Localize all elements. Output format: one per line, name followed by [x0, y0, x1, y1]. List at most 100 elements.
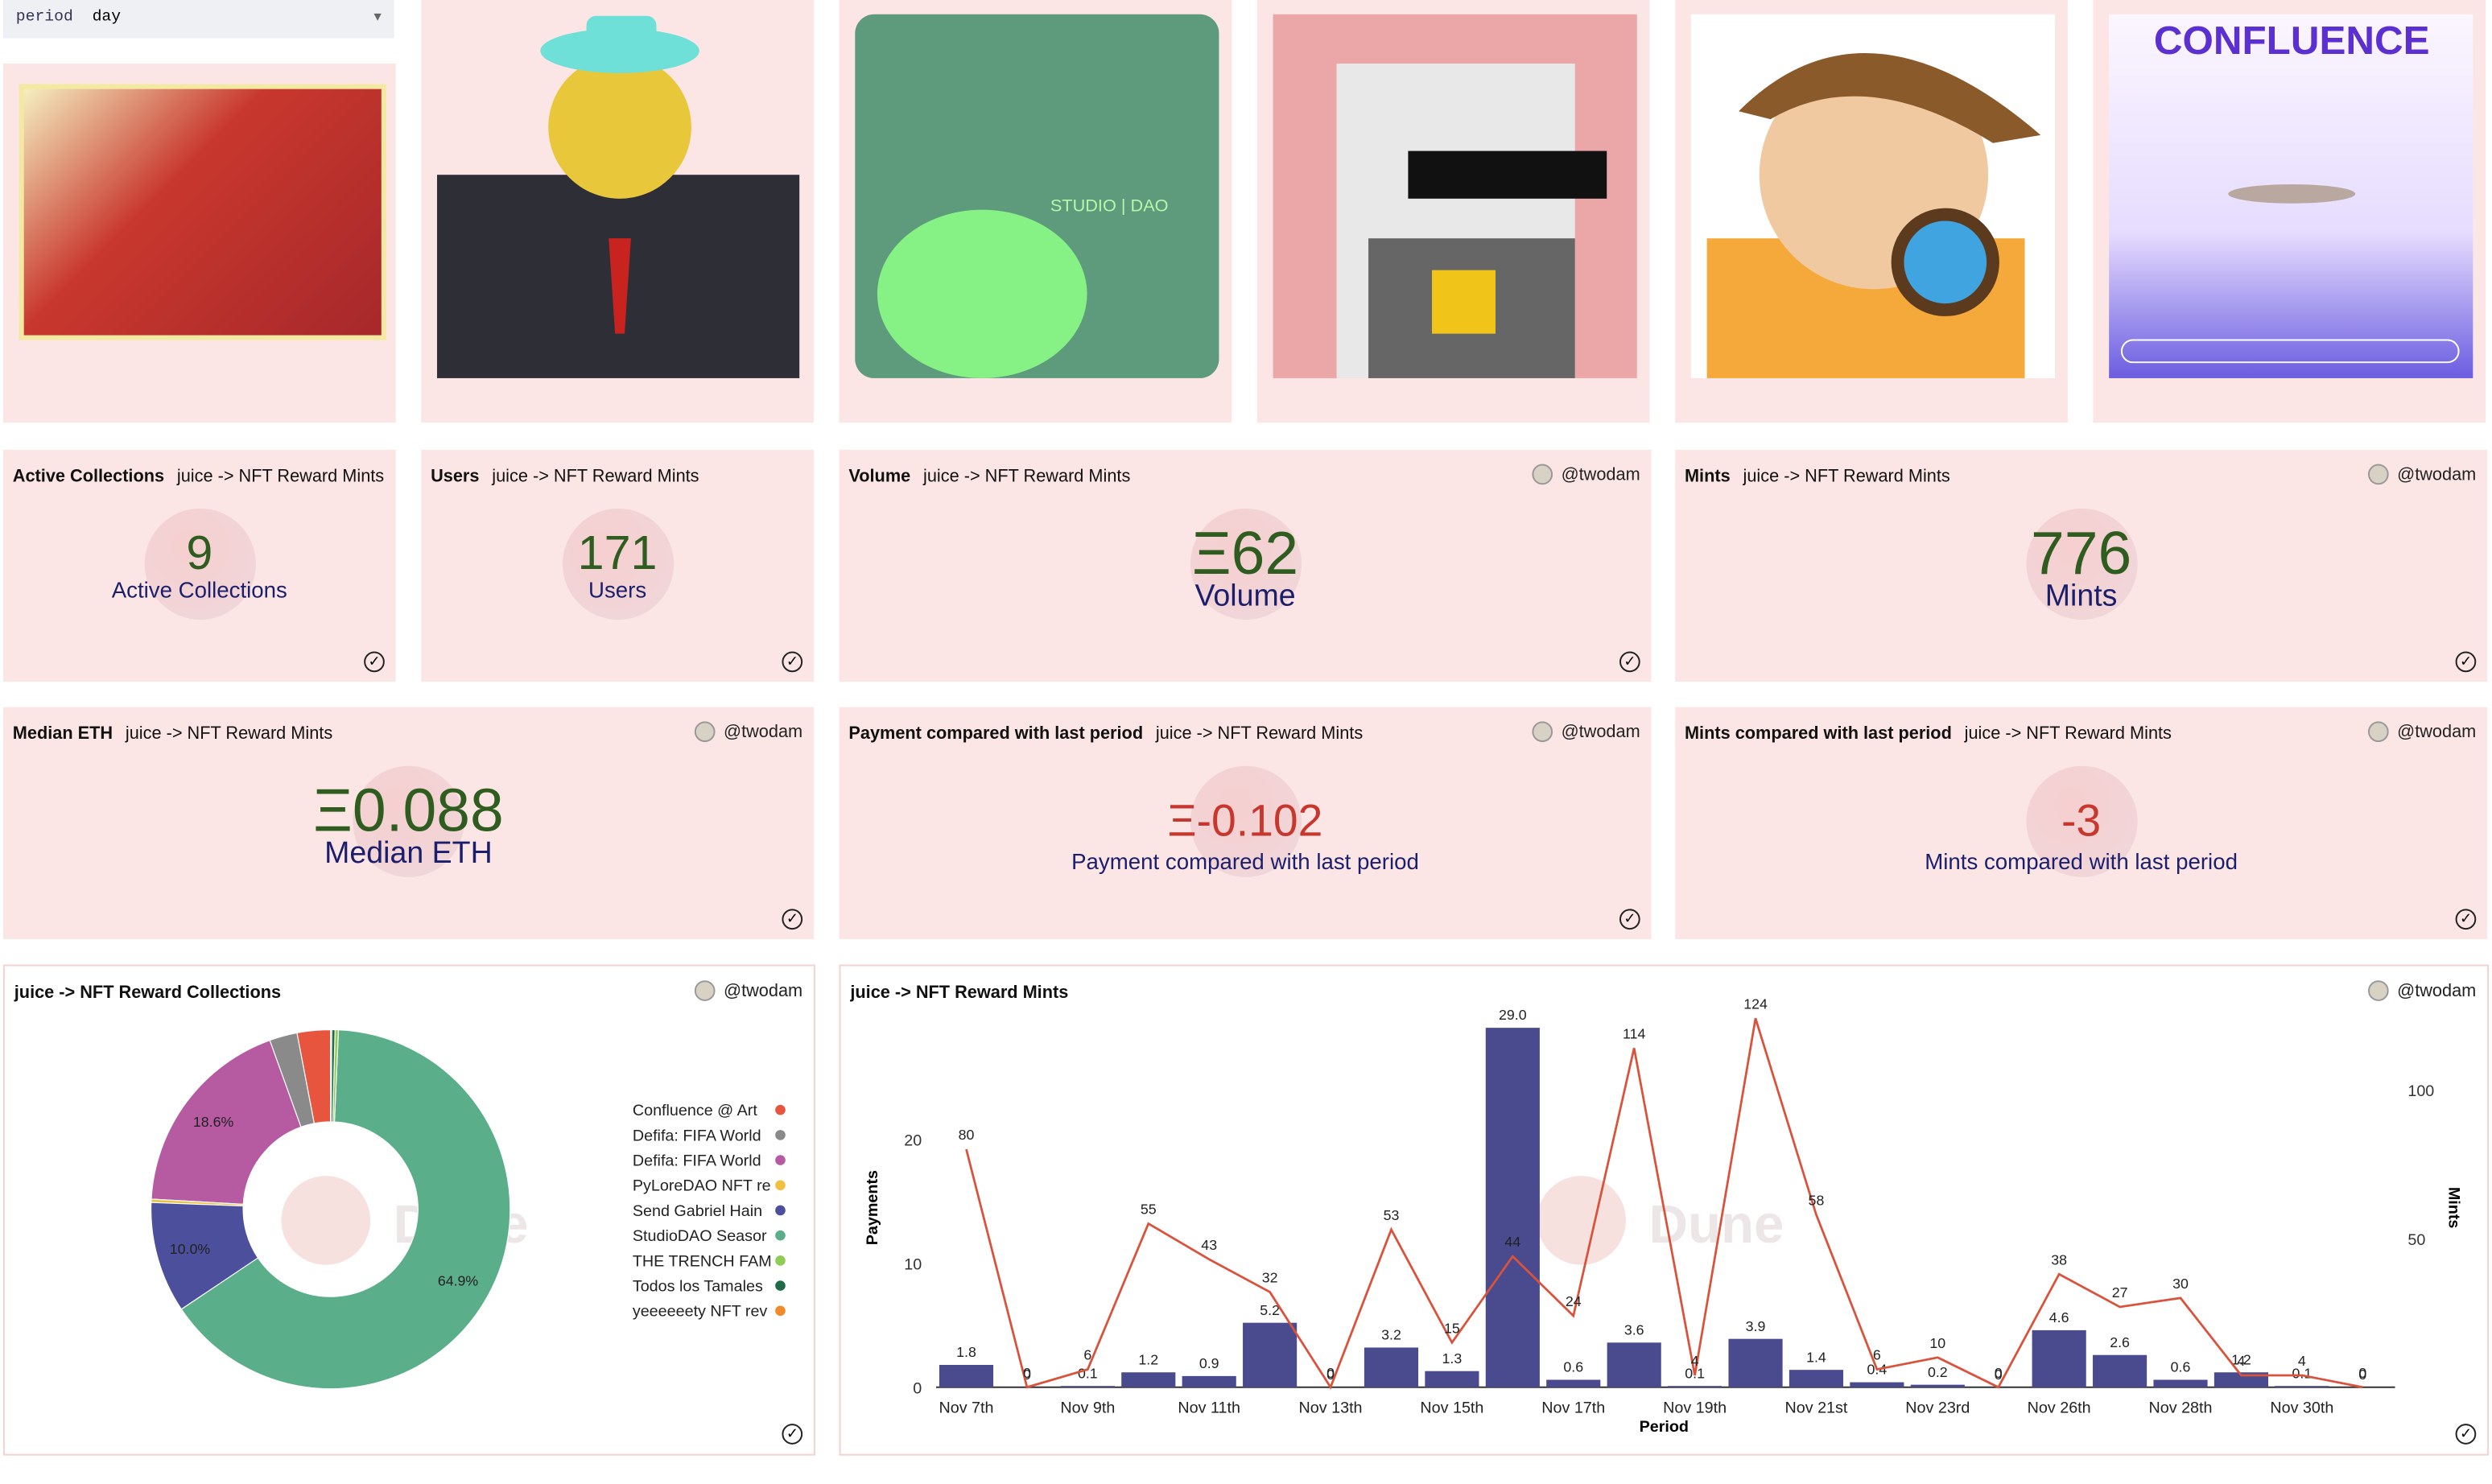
author: @twodam — [1533, 464, 1640, 485]
author-name: @twodam — [1561, 464, 1640, 484]
bar — [1546, 1379, 1601, 1387]
bar-label: 3.2 — [1381, 1327, 1401, 1343]
bar-label: 0.1 — [1078, 1365, 1098, 1381]
chart-title: juice -> NFT Reward Collections — [14, 983, 282, 1003]
slice-label: 18.6% — [193, 1114, 234, 1130]
line-label: 6 — [1083, 1347, 1091, 1363]
legend-label: Defifa: FIFA World — [633, 1152, 761, 1169]
legend-marker — [775, 1230, 786, 1241]
x-tick-label: Nov 15th — [1420, 1399, 1483, 1416]
counter-caption: Median ETH — [324, 837, 493, 872]
nft-image — [436, 15, 800, 378]
line-label: 114 — [1623, 1026, 1645, 1042]
x-tick-label: Nov 11th — [1178, 1399, 1240, 1416]
counter-card: Active Collections juice -> NFT Reward Mi… — [2, 449, 396, 682]
x-tick-label: Nov 9th — [1060, 1399, 1115, 1416]
avatar — [1533, 464, 1553, 485]
x-tick-label: Nov 26th — [2028, 1399, 2091, 1416]
x-axis-title: Period — [1640, 1418, 1689, 1436]
legend-marker — [775, 1255, 786, 1266]
filter[interactable]: period day ▼ — [2, 0, 394, 39]
author-name: @twodam — [2397, 464, 2477, 484]
x-tick-label: Nov 30th — [2270, 1399, 2333, 1416]
line-label: 32 — [1262, 1270, 1278, 1286]
author-name: @twodam — [2397, 722, 2477, 742]
slice-label: 10.0% — [170, 1241, 211, 1257]
nft-image — [1690, 14, 2056, 378]
bar-label: 1.3 — [1442, 1350, 1463, 1367]
status-icon: ✓ — [1619, 651, 1640, 673]
bar-label: 3.9 — [1746, 1318, 1766, 1334]
counter-card: Volume juice -> NFT Reward Mints @twodam Ξ6… — [839, 449, 1652, 682]
bar — [1910, 1384, 1965, 1387]
x-tick-label: Nov 13th — [1299, 1399, 1363, 1416]
image-text: STUDIO | DAO — [1050, 196, 1169, 216]
bar-label: 1.4 — [1806, 1349, 1826, 1365]
nft-image — [1273, 14, 1637, 378]
highlight — [561, 508, 674, 620]
bar — [1485, 1028, 1540, 1387]
bar — [1728, 1338, 1783, 1387]
image-card — [2, 63, 396, 423]
line-label: 4 — [1691, 1353, 1699, 1369]
y-axis-title: Payments — [864, 1170, 881, 1245]
bar-label: 1.2 — [2231, 1351, 2251, 1367]
y2-axis-title: Mints — [2445, 1187, 2463, 1229]
line-label: 0 — [1023, 1365, 1031, 1381]
bar — [1243, 1322, 1298, 1387]
line-label: 30 — [2172, 1276, 2189, 1292]
nft-image — [19, 84, 386, 340]
pie-slice — [180, 1029, 511, 1390]
subtitle: juice -> NFT Reward Mints — [492, 467, 699, 487]
line-label: 27 — [2112, 1284, 2128, 1301]
legend-label: StudioDAO Seasor — [633, 1227, 767, 1245]
counter-card: Users juice -> NFT Reward Mints 171 Users ✓ — [421, 449, 814, 682]
x-tick-label: Nov 17th — [1541, 1399, 1605, 1416]
bar-label: 0 — [2358, 1367, 2366, 1383]
line-label: 10 — [1929, 1335, 1945, 1351]
line-label: 124 — [1743, 996, 1768, 1012]
avatar — [1533, 721, 1553, 743]
line-label: 55 — [1141, 1202, 1157, 1218]
counter-title: Users juice -> NFT Reward Mints — [431, 464, 804, 492]
counter-card: Median ETH juice -> NFT Reward Mints @twod… — [2, 707, 814, 939]
line-label: 58 — [1809, 1193, 1825, 1209]
counter-title: Median ETH juice -> NFT Reward Mints — [13, 721, 655, 748]
line-label: 24 — [1566, 1293, 1582, 1309]
line-label: 4 — [2237, 1353, 2245, 1369]
slice-label: 64.9% — [438, 1273, 479, 1289]
subtitle: juice -> NFT Reward Mints — [1743, 467, 1950, 487]
counter-value: 9 — [186, 527, 213, 580]
status-icon: ✓ — [782, 909, 803, 930]
legend-label: Todos los Tamales — [633, 1277, 763, 1295]
highlight — [1189, 765, 1302, 877]
author: @twodam — [2368, 464, 2477, 485]
bar-label: 0.6 — [1563, 1359, 1583, 1375]
counter-title: Volume juice -> NFT Reward Mints — [848, 464, 1492, 492]
bar — [1060, 1386, 1115, 1387]
status-icon: ✓ — [782, 1424, 803, 1445]
legend-label: Send Gabriel Hain — [633, 1202, 762, 1220]
bar-label: 0.6 — [2171, 1359, 2191, 1375]
counter-value: 776 — [2031, 521, 2132, 588]
bar — [1425, 1371, 1479, 1387]
title: Median ETH — [12, 724, 113, 744]
status-icon: ✓ — [364, 651, 385, 673]
status-icon: ✓ — [2455, 651, 2477, 673]
title: Volume — [848, 467, 911, 487]
bar — [1668, 1386, 1723, 1387]
y2-tick-label: 50 — [2407, 1231, 2425, 1249]
chart-card: juice -> NFT Reward Collections @twodam … — [2, 964, 815, 1456]
highlight — [143, 508, 255, 620]
legend-label: PyLoreDAO NFT re — [633, 1177, 771, 1195]
line-label: 0 — [2358, 1365, 2366, 1381]
title: Mints — [1684, 467, 1731, 487]
line-label: 0 — [1995, 1365, 2003, 1381]
image-card — [1675, 0, 2068, 423]
y-tick-label: 10 — [904, 1256, 922, 1274]
watermark-logo — [1537, 1176, 1626, 1265]
pie-slice — [151, 1039, 302, 1206]
line-label: 0 — [1326, 1365, 1335, 1381]
author: @twodam — [1533, 721, 1640, 743]
